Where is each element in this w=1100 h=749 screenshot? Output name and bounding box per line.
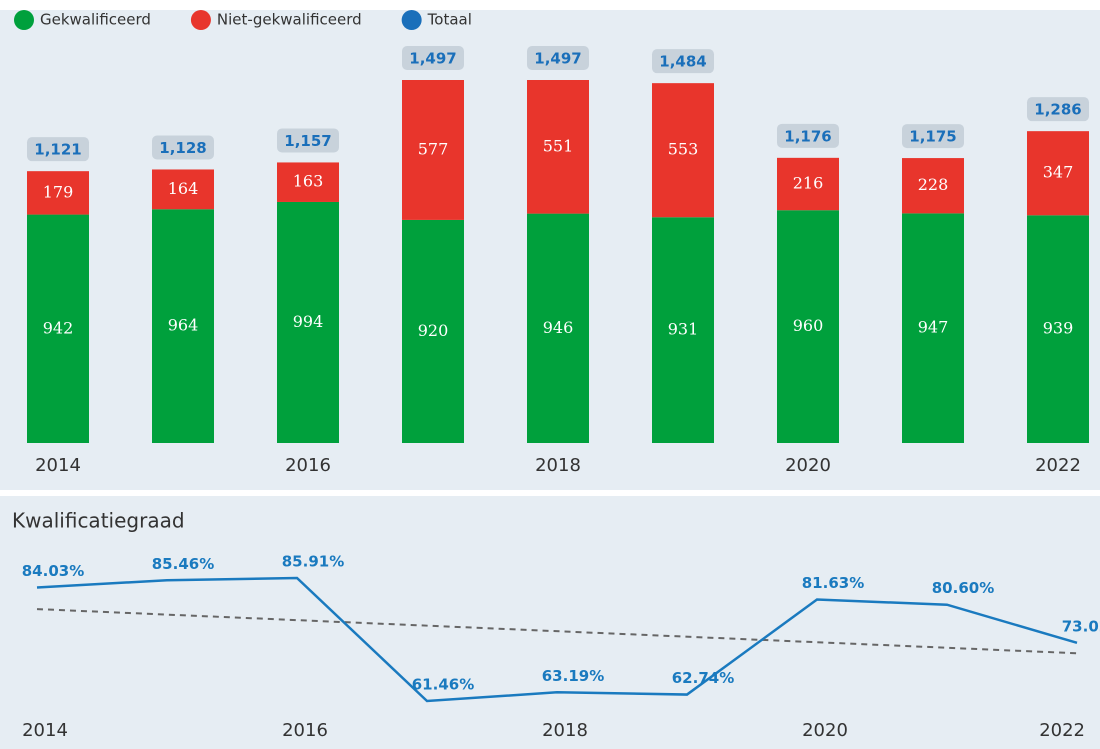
value-label: 85.46% (152, 555, 214, 573)
segment-label: 960 (793, 316, 824, 335)
value-label: 62.74% (672, 669, 734, 687)
segment-label: 577 (418, 139, 449, 158)
value-label: 73.02% (1062, 617, 1100, 635)
total-label: 1,497 (534, 50, 581, 68)
segment-label: 228 (918, 175, 949, 194)
total-label: 1,157 (284, 132, 331, 150)
total-label: 1,286 (1034, 101, 1081, 119)
segment-label: 553 (668, 140, 699, 159)
line-title: Kwalificatiegraad (12, 509, 185, 533)
segment-label: 964 (168, 316, 199, 335)
x-tick-label: 2022 (1039, 720, 1085, 741)
bar-segment (777, 157, 839, 211)
value-label: 61.46% (412, 676, 474, 694)
total-badge (27, 137, 89, 162)
line-panel (0, 496, 1100, 749)
segment-label: 947 (918, 318, 949, 337)
legend-marker (190, 10, 211, 30)
bar-segment (902, 158, 964, 214)
total-label: 1,128 (159, 139, 206, 157)
bar-segment (527, 80, 589, 214)
line (36, 576, 1078, 703)
x-tick-label: 2020 (802, 720, 848, 741)
segment-label: 347 (1043, 163, 1074, 182)
bar-segment (402, 80, 464, 220)
bar-segment (777, 210, 839, 443)
segment-label: 163 (293, 172, 324, 191)
total-badge (902, 124, 964, 149)
bar-segment (402, 219, 464, 443)
bar-segment (152, 169, 214, 210)
value-label: 80.60% (932, 579, 994, 597)
value-label: 63.19% (542, 667, 604, 685)
segment-label: 942 (43, 318, 74, 337)
value-label: 81.63% (802, 574, 864, 592)
value-label: 84.03% (22, 562, 84, 580)
legend-label: Gekwalificeerd (40, 11, 151, 29)
bar-segment (1027, 215, 1089, 443)
segment-label: 920 (418, 321, 449, 340)
segment-label: 994 (293, 312, 324, 331)
legend-label: Totaal (427, 11, 472, 29)
x-tick-label: 2018 (542, 720, 588, 741)
bar-segment (27, 171, 89, 215)
segment-label: 931 (668, 320, 699, 339)
bar-segment (277, 162, 339, 202)
total-badge (527, 46, 589, 70)
total-badge (277, 128, 339, 153)
segment-label: 551 (543, 136, 574, 155)
value-label: 85.91% (282, 553, 344, 571)
bar-segment (652, 217, 714, 443)
segment-label: 216 (793, 174, 824, 193)
bar-segment (277, 201, 339, 443)
total-badge (152, 135, 214, 160)
segment-label: 946 (543, 318, 574, 337)
total-badge (402, 46, 464, 70)
bar-segment (902, 213, 964, 443)
legend-marker (14, 10, 34, 30)
total-badge (1027, 97, 1089, 122)
total-badge (777, 123, 839, 148)
total-label: 1,175 (909, 128, 956, 146)
total-label: 1,497 (409, 50, 456, 68)
bar-segment (652, 83, 714, 218)
total-badge (652, 49, 714, 74)
segment-label: 939 (1043, 319, 1074, 338)
legend-marker (401, 10, 422, 30)
x-tick-label: 2016 (285, 455, 331, 476)
x-tick-label: 2014 (22, 720, 68, 741)
x-tick-label: 2022 (1035, 455, 1081, 476)
segment-label: 179 (43, 182, 74, 201)
x-tick-label: 2020 (785, 455, 831, 476)
x-tick-label: 2018 (535, 455, 581, 476)
bar-segment (152, 209, 214, 443)
x-tick-label: 2016 (282, 720, 328, 741)
total-label: 1,484 (659, 53, 706, 71)
total-label: 1,176 (784, 127, 831, 145)
bar-segment (527, 213, 589, 443)
bar-segment (27, 214, 89, 443)
trendline (36, 608, 1078, 655)
x-tick-label: 2014 (35, 455, 81, 476)
legend-label: Niet-gekwalificeerd (217, 11, 362, 29)
total-label: 1,121 (34, 141, 81, 159)
segment-label: 164 (168, 179, 199, 198)
bar-segment (1027, 131, 1089, 216)
